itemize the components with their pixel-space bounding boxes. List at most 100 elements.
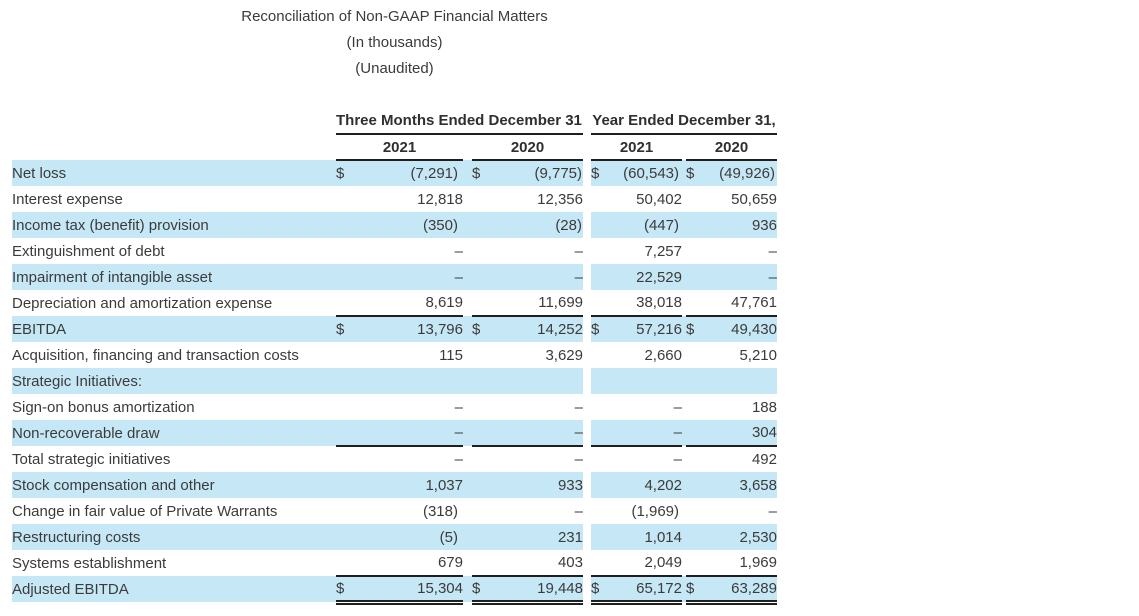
table-row: Extinguishment of debt – – 7,257 – bbox=[12, 238, 777, 264]
cell-value: 19,448 bbox=[486, 575, 583, 605]
row-label: Non-recoverable draw bbox=[12, 420, 336, 446]
cell-value: 50,659 bbox=[731, 190, 777, 208]
cell-value: (318) bbox=[422, 502, 458, 520]
dollar-sign: $ bbox=[686, 575, 700, 605]
column-gutter bbox=[583, 316, 591, 342]
column-gutter bbox=[583, 290, 591, 316]
dollar-sign bbox=[686, 212, 700, 238]
row-label: Strategic Initiatives: bbox=[12, 368, 336, 394]
dollar-sign: $ bbox=[686, 160, 700, 186]
title-unaudited: (Unaudited) bbox=[355, 60, 434, 77]
column-spacer bbox=[463, 316, 472, 342]
row-label: Net loss bbox=[12, 160, 336, 186]
dollar-sign bbox=[336, 368, 350, 394]
dollar-sign bbox=[591, 472, 605, 498]
table-row: Depreciation and amortization expense 8,6… bbox=[12, 290, 777, 316]
cell-value: 2,660 bbox=[644, 346, 682, 364]
cell-value: 1,014 bbox=[605, 524, 682, 550]
cell-value: 47,761 bbox=[731, 294, 777, 311]
dollar-sign bbox=[472, 368, 486, 394]
dollar-sign bbox=[686, 420, 700, 446]
cell-value: (28) bbox=[486, 212, 583, 238]
cell-value: 231 bbox=[486, 524, 583, 550]
cell-value: 8,619 bbox=[425, 294, 463, 311]
table-row: Restructuring costs (5) 231 1,014 2,530 bbox=[12, 524, 777, 550]
table-row: Impairment of intangible asset – –22,529– bbox=[12, 264, 777, 290]
dollar-sign bbox=[686, 550, 700, 576]
dollar-sign bbox=[686, 186, 700, 212]
cell-value bbox=[350, 368, 463, 394]
dollar-sign bbox=[472, 290, 486, 316]
dollar-sign: $ bbox=[591, 160, 605, 186]
cell-value: 4,202 bbox=[605, 472, 682, 498]
column-spacer bbox=[463, 472, 472, 498]
dollar-sign: $ bbox=[336, 315, 350, 342]
table-row: Strategic Initiatives: bbox=[12, 368, 777, 394]
column-gutter bbox=[583, 446, 591, 472]
dollar-sign bbox=[591, 186, 605, 212]
dollar-sign bbox=[336, 472, 350, 498]
cell-value: 936 bbox=[700, 212, 777, 238]
cell-value bbox=[486, 368, 583, 394]
reconciliation-table: Three Months Ended December 31, Year End… bbox=[12, 108, 777, 605]
year-header-2021-q: 2021 bbox=[336, 134, 463, 161]
column-spacer bbox=[682, 576, 686, 602]
dollar-sign bbox=[336, 394, 350, 420]
dollar-sign bbox=[472, 264, 486, 290]
cell-value: (9,775) bbox=[486, 160, 583, 186]
cell-value: 188 bbox=[751, 398, 777, 416]
cell-value: (447) bbox=[605, 212, 682, 238]
cell-value: (7,291) bbox=[350, 160, 463, 186]
row-label: Extinguishment of debt bbox=[12, 242, 165, 260]
dollar-sign bbox=[686, 368, 700, 394]
period-header-year: Year Ended December 31, bbox=[591, 108, 777, 135]
cell-value: 50,402 bbox=[636, 190, 682, 208]
column-spacer bbox=[463, 550, 472, 576]
cell-value: – bbox=[768, 242, 777, 260]
dollar-sign bbox=[686, 472, 700, 498]
cell-value: – bbox=[673, 398, 682, 416]
dollar-sign bbox=[336, 498, 350, 524]
cell-value: – bbox=[486, 264, 583, 290]
cell-value: 3,629 bbox=[545, 346, 583, 364]
dollar-sign bbox=[591, 394, 605, 420]
cell-value: – bbox=[350, 445, 463, 472]
column-spacer bbox=[463, 368, 472, 394]
cell-value: 933 bbox=[486, 472, 583, 498]
dollar-sign: $ bbox=[336, 575, 350, 605]
row-label: Change in fair value of Private Warrants bbox=[12, 502, 278, 520]
dollar-sign bbox=[472, 550, 486, 576]
cell-value: – bbox=[486, 445, 583, 472]
column-spacer bbox=[682, 472, 686, 498]
column-spacer bbox=[463, 160, 472, 186]
column-spacer bbox=[682, 524, 686, 550]
dollar-sign bbox=[336, 212, 350, 238]
dollar-sign bbox=[336, 186, 350, 212]
cell-value: 57,216 bbox=[605, 315, 682, 342]
column-gutter bbox=[583, 212, 591, 238]
column-spacer bbox=[682, 316, 686, 342]
cell-value: 13,796 bbox=[350, 315, 463, 342]
cell-value: 38,018 bbox=[636, 294, 682, 311]
document-title-block: Reconciliation of Non-GAAP Financial Mat… bbox=[0, 4, 789, 82]
column-spacer bbox=[463, 446, 472, 472]
dollar-sign bbox=[336, 264, 350, 290]
cell-value: 2,530 bbox=[700, 524, 777, 550]
cell-value: 403 bbox=[557, 554, 583, 571]
dollar-sign bbox=[686, 445, 700, 472]
table-row: Interest expense 12,818 12,356 50,402 50,659 bbox=[12, 186, 777, 212]
column-gutter bbox=[583, 134, 591, 160]
cell-value: 1,037 bbox=[350, 472, 463, 498]
cell-value bbox=[700, 368, 777, 394]
cell-value: 65,172 bbox=[605, 575, 682, 605]
dollar-sign bbox=[336, 445, 350, 472]
column-spacer bbox=[463, 342, 472, 368]
year-header-2021-fy: 2021 bbox=[591, 134, 682, 161]
dollar-sign bbox=[472, 472, 486, 498]
column-spacer bbox=[682, 420, 686, 446]
row-label: Systems establishment bbox=[12, 554, 167, 572]
cell-value: (350) bbox=[350, 212, 463, 238]
table-body: Net loss $ (7,291) $ (9,775) $ (60,543) $ (49,92… bbox=[12, 160, 777, 605]
column-spacer bbox=[463, 186, 472, 212]
cell-value: 5,210 bbox=[739, 346, 777, 364]
